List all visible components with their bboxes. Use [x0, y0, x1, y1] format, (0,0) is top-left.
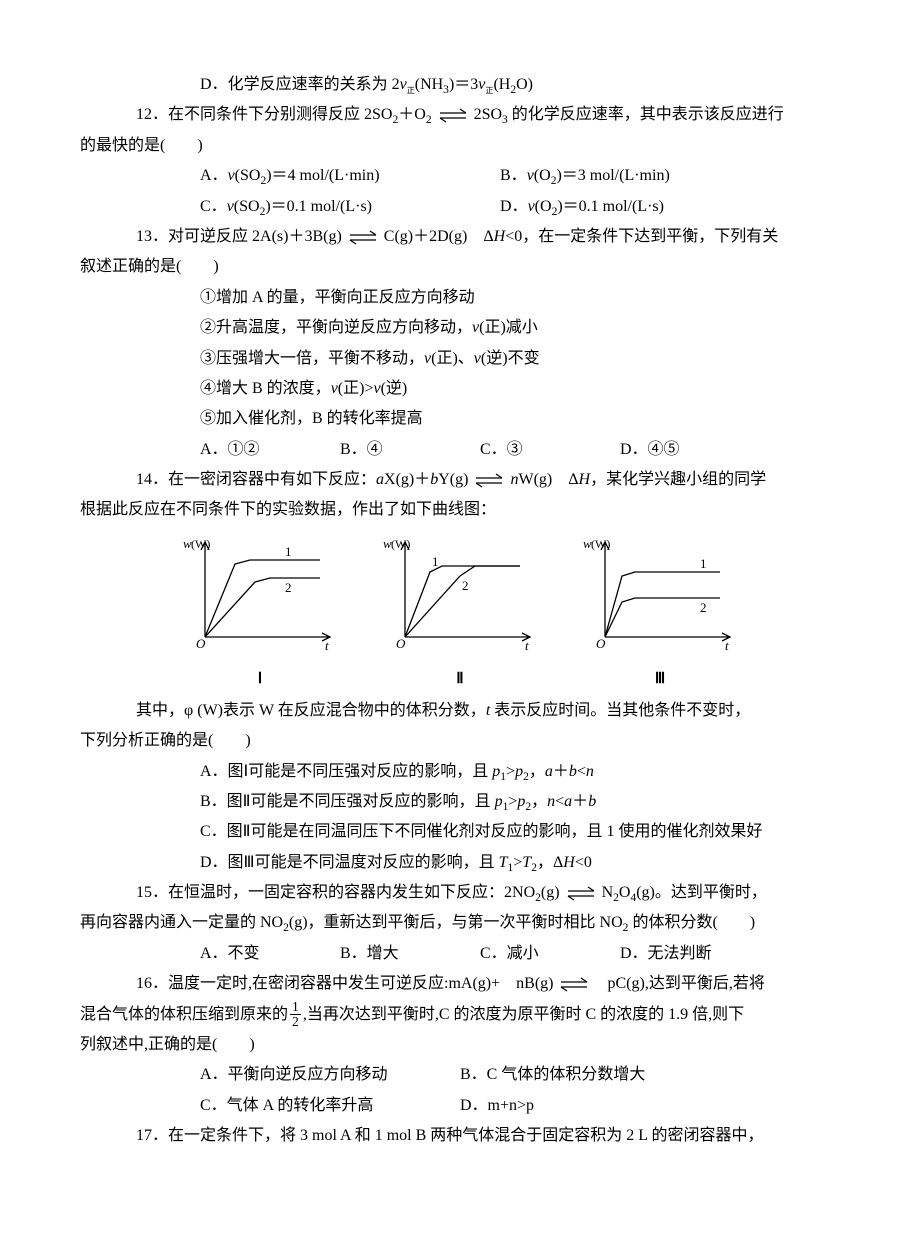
q14-option-a: A．图Ⅰ可能是不同压强对反应的影响，且 p1>p2，a＋b<n	[80, 757, 840, 787]
q12-stem-2: 的最快的是( )	[80, 131, 840, 161]
q12-option-b: B．v(O2)＝3 mol/(L·min)	[500, 161, 670, 191]
q15-option-b: B．增大	[340, 939, 480, 969]
graph-1-label: Ⅰ	[180, 665, 340, 694]
equilibrium-arrow-icon	[559, 977, 589, 992]
svg-text:O: O	[196, 636, 206, 651]
q12-options-row1: A．v(SO2)＝4 mol/(L·min) B．v(O2)＝3 mol/(L·…	[80, 161, 840, 191]
q15-option-a: A．不变	[200, 939, 340, 969]
svg-text:O: O	[596, 636, 606, 651]
q15-stem-2: 再向容器内通入一定量的 NO2(g)，重新达到平衡后，与第一次平衡时相比 NO2…	[80, 908, 840, 938]
q16-option-d: D．m+n>p	[460, 1091, 534, 1121]
q14-line3: 其中，φ (W)表示 W 在反应混合物中的体积分数，t 表示反应时间。当其他条件…	[80, 696, 840, 726]
q15-option-d: D．无法判断	[620, 939, 760, 969]
graph-3-label: Ⅲ	[580, 665, 740, 694]
chart-icon: w (W) O t 1 2	[380, 532, 540, 652]
q13-option-c: C．③	[480, 435, 620, 465]
q15-options: A．不变 B．增大 C．减小 D．无法判断	[80, 939, 840, 969]
q13-options: A．①② B．④ C．③ D．④⑤	[80, 435, 840, 465]
q12-stem: 12．在不同条件下分别测得反应 2SO2＋O2 2SO3 的化学反应速率，其中表…	[80, 100, 840, 130]
q13-s5: ⑤加入催化剂，B 的转化率提高	[80, 404, 840, 434]
q14-stem: 14．在一密闭容器中有如下反应：aX(g)＋bY(g) nW(g) ΔH，某化学…	[80, 465, 840, 495]
q13-s1: ①增加 A 的量，平衡向正反应方向移动	[80, 283, 840, 313]
graph-1: w (W) O t 1 2 Ⅰ	[180, 532, 340, 694]
svg-text:(W): (W)	[191, 537, 210, 551]
graph-2-label: Ⅱ	[380, 665, 540, 694]
graph-2: w (W) O t 1 2 Ⅱ	[380, 532, 540, 694]
svg-text:t: t	[725, 638, 729, 652]
q13-option-b: B．④	[340, 435, 480, 465]
q13-s4: ④增大 B 的浓度，v(正)>v(逆)	[80, 374, 840, 404]
q13-stem: 13．对可逆反应 2A(s)＋3B(g) C(g)＋2D(g) ΔH<0，在一定…	[80, 222, 840, 252]
graph-3: w (W) O t 1 2 Ⅲ	[580, 532, 740, 694]
q16-option-c: C．气体 A 的转化率升高	[200, 1091, 460, 1121]
svg-text:2: 2	[285, 580, 292, 595]
q16-stem: 16．温度一定时,在密闭容器中发生可逆反应:mA(g)+ nB(g) pC(g)…	[80, 969, 840, 999]
equilibrium-arrow-icon	[438, 108, 468, 123]
q15-stem: 15．在恒温时，一固定容积的容器内发生如下反应：2NO2(g) N2O4(g)。…	[80, 878, 840, 908]
equilibrium-arrow-icon	[566, 886, 596, 901]
q14-option-c: C．图Ⅱ可能是在同温同压下不同催化剂对反应的影响，且 1 使用的催化剂效果好	[80, 817, 840, 847]
q14-stem-2: 根据此反应在不同条件下的实验数据，作出了如下曲线图：	[80, 495, 840, 525]
q13-option-d: D．④⑤	[620, 435, 760, 465]
fraction-half: 12	[290, 1000, 301, 1030]
q13-option-a: A．①②	[200, 435, 340, 465]
svg-text:1: 1	[285, 544, 292, 559]
svg-text:1: 1	[432, 554, 439, 569]
chart-icon: w (W) O t 1 2	[180, 532, 340, 652]
svg-text:t: t	[525, 638, 529, 652]
equilibrium-arrow-icon	[348, 230, 378, 245]
chart-icon: w (W) O t 1 2	[580, 532, 740, 652]
q11-option-d: D．化学反应速率的关系为 2v正(NH3)＝3v正(H2O)	[80, 70, 840, 100]
svg-text:(W): (W)	[591, 537, 610, 551]
q12-option-a: A．v(SO2)＝4 mol/(L·min)	[200, 161, 500, 191]
q16-options-row2: C．气体 A 的转化率升高 D．m+n>p	[80, 1091, 840, 1121]
svg-text:(W): (W)	[391, 537, 410, 551]
q13-s2: ②升高温度，平衡向逆反应方向移动，v(正)减小	[80, 313, 840, 343]
q14-graphs: w (W) O t 1 2 Ⅰ w (W) O t 1 2 Ⅱ	[80, 532, 840, 694]
q16-stem-2: 混合气体的体积压缩到原来的12,当再次达到平衡时,C 的浓度为原平衡时 C 的浓…	[80, 1000, 840, 1030]
q12-option-d: D．v(O2)＝0.1 mol/(L·s)	[500, 192, 664, 222]
q14-option-d: D．图Ⅲ可能是不同温度对反应的影响，且 T1>T2，ΔH<0	[80, 848, 840, 878]
q12-option-c: C．v(SO2)＝0.1 mol/(L·s)	[200, 192, 500, 222]
q14-option-b: B．图Ⅱ可能是不同压强对反应的影响，且 p1>p2，n<a＋b	[80, 787, 840, 817]
q12-options-row2: C．v(SO2)＝0.1 mol/(L·s) D．v(O2)＝0.1 mol/(…	[80, 192, 840, 222]
q16-stem-3: 列叙述中,正确的是( )	[80, 1030, 840, 1060]
q13-stem-2: 叙述正确的是( )	[80, 252, 840, 282]
svg-text:O: O	[396, 636, 406, 651]
q14-line4: 下列分析正确的是( )	[80, 726, 840, 756]
svg-text:1: 1	[700, 556, 707, 571]
q16-option-b: B．C 气体的体积分数增大	[460, 1060, 645, 1090]
svg-text:t: t	[325, 638, 329, 652]
q13-s3: ③压强增大一倍，平衡不移动，v(正)、v(逆)不变	[80, 344, 840, 374]
q16-option-a: A．平衡向逆反应方向移动	[200, 1060, 460, 1090]
q16-options-row1: A．平衡向逆反应方向移动 B．C 气体的体积分数增大	[80, 1060, 840, 1090]
equilibrium-arrow-icon	[474, 473, 504, 488]
svg-text:2: 2	[462, 578, 469, 593]
q17-stem: 17．在一定条件下，将 3 mol A 和 1 mol B 两种气体混合于固定容…	[80, 1121, 840, 1151]
svg-text:2: 2	[700, 600, 707, 615]
q15-option-c: C．减小	[480, 939, 620, 969]
